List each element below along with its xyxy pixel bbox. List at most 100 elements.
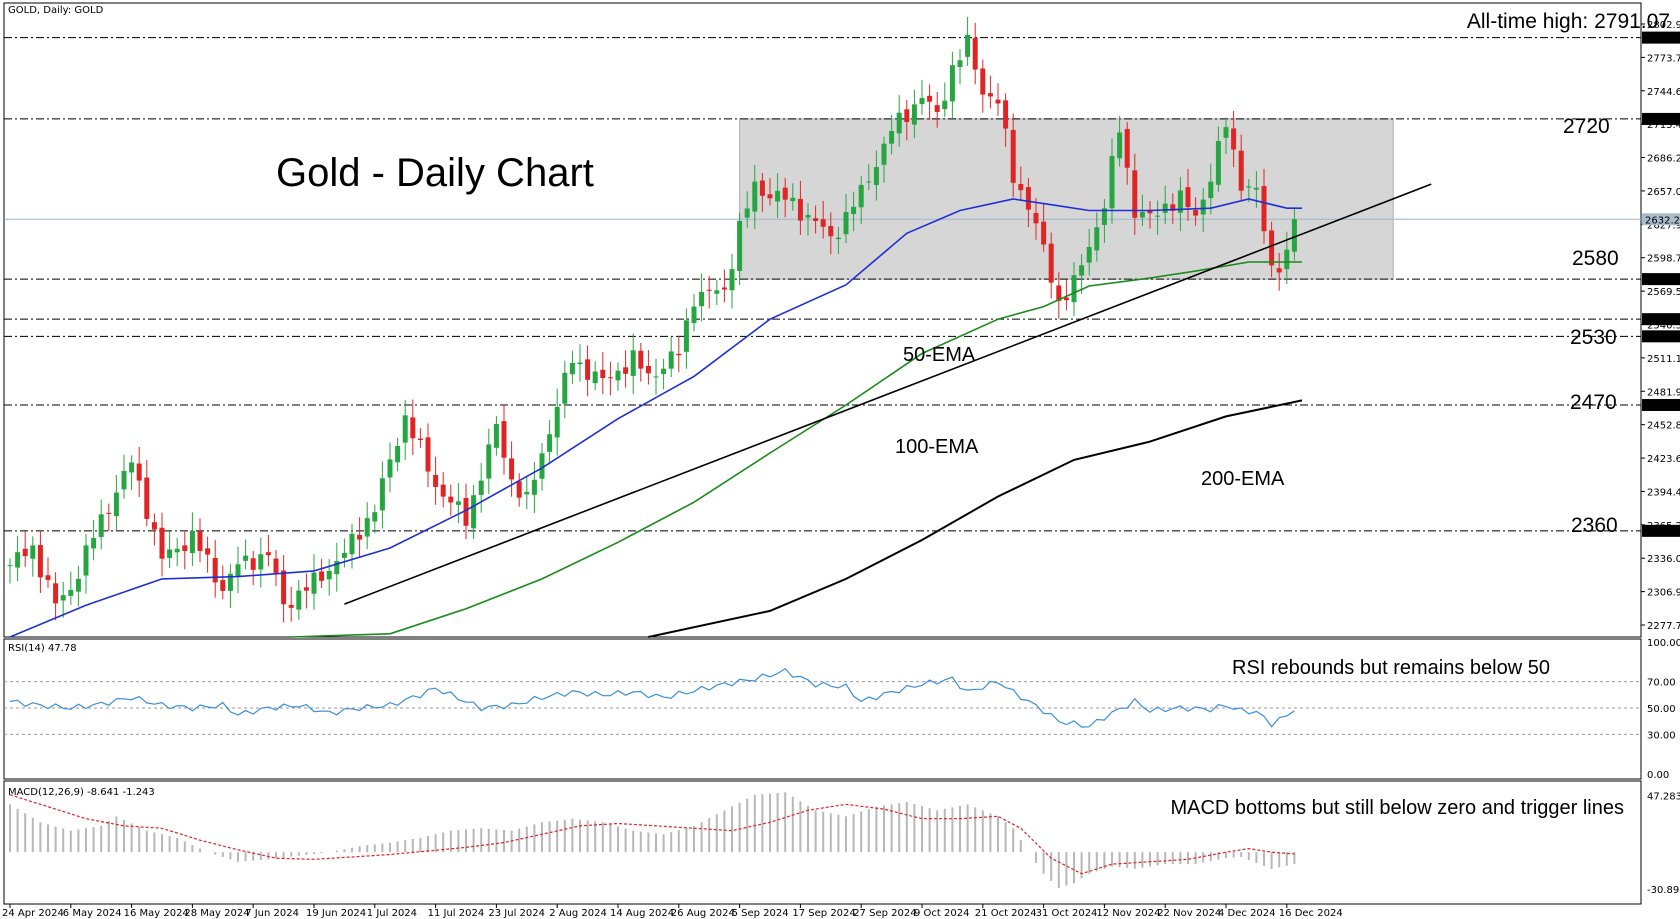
candle	[448, 484, 454, 516]
price-tick-label: 2277.72	[1647, 621, 1680, 632]
candle	[1018, 166, 1024, 200]
macd-comment: MACD bottoms but still below zero and tr…	[1170, 797, 1624, 819]
candle	[957, 49, 963, 85]
price-tick-label: 2423.62	[1647, 454, 1680, 465]
candle	[167, 531, 173, 569]
candle	[881, 136, 887, 183]
date-tick-label: 21 Oct 2024	[975, 908, 1037, 919]
candle	[592, 361, 598, 391]
candle	[387, 442, 393, 493]
candle	[1063, 279, 1069, 311]
candle	[1101, 199, 1107, 243]
macd-indicator-label: MACD(12,26,9) -8.641 -1.243	[8, 787, 155, 798]
price-tick-label: 2481.98	[1647, 387, 1680, 398]
candle	[607, 361, 613, 396]
candle	[174, 537, 180, 567]
candle	[364, 502, 370, 549]
horizontal-levels	[4, 37, 1641, 532]
price-tick-label: 2598.70	[1647, 254, 1680, 265]
candle	[60, 581, 66, 618]
price-panel-frame	[3, 2, 1642, 638]
date-tick-label: 1 Jul 2024	[367, 908, 417, 919]
candle	[243, 539, 249, 570]
date-tick-label: 4 Dec 2024	[1218, 908, 1276, 919]
candle	[288, 587, 294, 622]
candle	[623, 350, 629, 388]
candle	[417, 428, 423, 448]
price-tag: 2360.00	[1642, 524, 1680, 538]
candle	[395, 437, 401, 472]
candle	[129, 455, 135, 490]
candle	[577, 344, 583, 382]
candle	[1155, 200, 1161, 235]
candle	[1193, 197, 1199, 226]
price-tick-label: 2802.96	[1647, 20, 1680, 31]
candle	[250, 550, 256, 586]
date-tick-label: 5 Sep 2024	[732, 908, 789, 919]
candle	[1003, 93, 1009, 147]
candle	[980, 59, 986, 113]
macd-panel-frame	[3, 780, 1642, 905]
price-tick-label: 2715.42	[1647, 120, 1680, 131]
candle	[113, 475, 119, 531]
candle	[1117, 116, 1123, 167]
candle	[1071, 261, 1077, 317]
ema200-line	[648, 399, 1303, 638]
candle	[144, 460, 150, 527]
candle	[471, 485, 477, 540]
candle	[767, 178, 773, 206]
candle	[554, 388, 560, 456]
candle	[600, 351, 606, 395]
ema200-label: 200-EMA	[1201, 468, 1285, 490]
ema100-label: 100-EMA	[895, 436, 979, 458]
date-tick-label: 22 Nov 2024	[1157, 908, 1221, 919]
candle	[661, 358, 667, 390]
candle	[706, 275, 712, 309]
level-label-2580: 2580	[1572, 247, 1619, 270]
price-tag: 2470.00	[1642, 398, 1680, 412]
candle	[1246, 179, 1252, 202]
candle	[904, 99, 910, 141]
price-tag: 2545.00	[1642, 313, 1680, 326]
chart-title: Gold - Daily Chart	[276, 151, 594, 195]
candle	[752, 164, 758, 230]
candle	[45, 557, 51, 588]
price-tick-label: 2540.34	[1647, 321, 1680, 332]
date-tick-label: 19 Jun 2024	[306, 908, 366, 919]
candle	[805, 203, 811, 236]
candle	[562, 360, 568, 419]
macd-signal-line	[9, 794, 1295, 875]
candle	[934, 92, 940, 128]
candle	[98, 499, 104, 550]
candle	[303, 573, 309, 609]
date-tick-label: 23 Jul 2024	[488, 908, 545, 919]
svg-text:2580.00: 2580.00	[1645, 275, 1680, 286]
candle	[311, 554, 317, 610]
date-tick-label: 12 Nov 2024	[1096, 908, 1160, 919]
symbol-label: GOLD, Daily: GOLD	[8, 5, 104, 16]
candle	[265, 534, 271, 567]
candle	[30, 536, 36, 577]
candle	[965, 16, 971, 66]
candle	[949, 51, 955, 119]
candle	[151, 513, 157, 546]
candle	[699, 273, 705, 322]
candle	[53, 572, 59, 621]
svg-text:2791.07: 2791.07	[1645, 34, 1680, 45]
all-time-high-label: All-time high: 2791.07	[1467, 10, 1670, 33]
candle	[1162, 185, 1168, 225]
candle	[1261, 168, 1267, 244]
candle	[995, 83, 1001, 116]
candle	[835, 226, 841, 255]
level-label-2470: 2470	[1570, 391, 1617, 414]
candle	[509, 441, 515, 497]
candle	[1170, 193, 1176, 224]
candle	[212, 539, 218, 598]
price-tag: 2530.00	[1642, 330, 1680, 343]
candle	[547, 420, 553, 465]
date-tick-label: 9 Oct 2024	[914, 908, 969, 919]
price-tick-label: 2511.16	[1647, 354, 1680, 365]
candle	[820, 200, 826, 239]
candle	[569, 350, 575, 384]
